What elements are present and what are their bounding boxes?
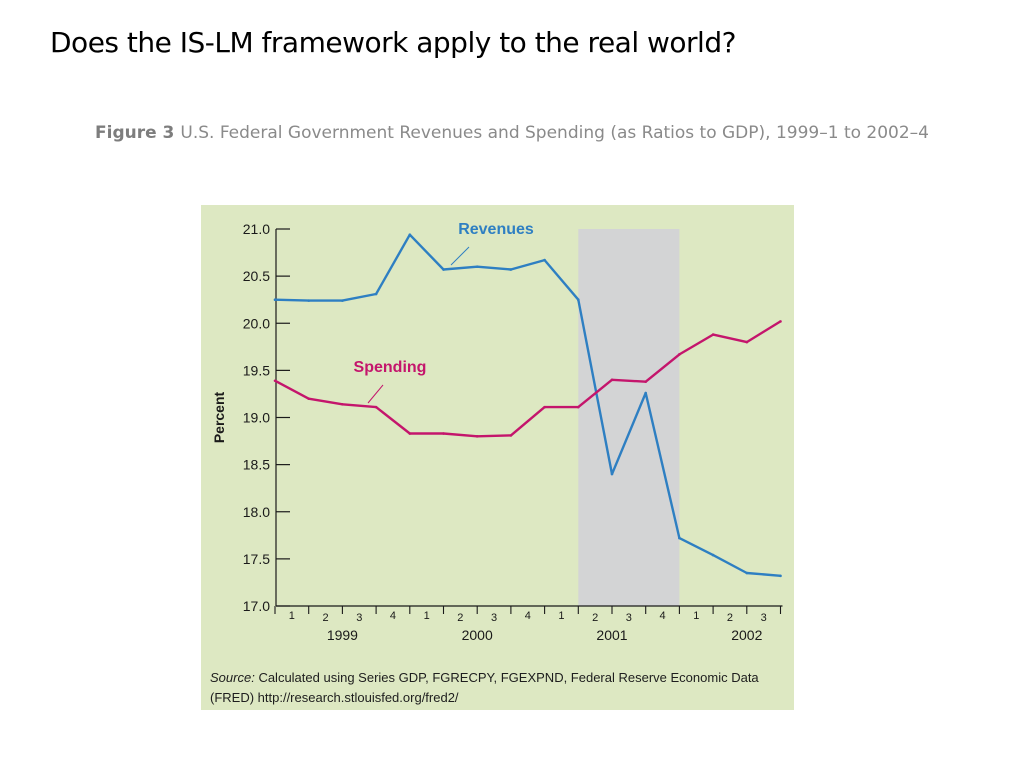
data-point-spending: [610, 378, 614, 382]
x-quarter-label: 3: [626, 612, 632, 624]
y-tick-label: 18.5: [243, 457, 270, 473]
data-point-revenues: [711, 553, 715, 557]
data-point-spending: [711, 333, 715, 336]
data-point-spending: [442, 432, 445, 435]
data-point-spending: [509, 434, 513, 437]
data-point-revenues: [307, 299, 310, 302]
y-tick-label: 18.0: [243, 504, 270, 520]
revenues-label-leader: [450, 246, 470, 266]
figure-caption: Figure 3 U.S. Federal Government Revenues…: [60, 122, 964, 144]
x-quarter-label: 2: [322, 612, 328, 624]
y-tick-label: 19.5: [243, 362, 270, 378]
x-quarter-label: 1: [424, 610, 430, 622]
data-point-revenues: [341, 299, 344, 302]
data-point-revenues: [475, 265, 479, 268]
data-point-spending: [341, 403, 344, 406]
y-axis-title: Percent: [211, 391, 227, 443]
y-tick-label: 20.0: [243, 315, 270, 331]
x-quarter-label: 4: [390, 610, 396, 622]
x-quarter-label: 1: [289, 610, 295, 622]
data-point-spending: [678, 353, 681, 356]
data-point-revenues: [745, 571, 749, 575]
data-point-spending: [644, 380, 647, 383]
data-point-revenues: [374, 292, 378, 296]
data-point-spending: [779, 320, 782, 323]
x-year-label: 1999: [327, 627, 358, 643]
panel-background: [201, 205, 794, 710]
figure-caption-text: U.S. Federal Government Revenues and Spe…: [180, 123, 929, 143]
y-tick-label: 17.0: [243, 598, 270, 614]
data-point-spending: [745, 340, 749, 344]
line-chart: 17.0 17.5 18.0 18.5 19.0 19.5 20.0 20.5 21.0 Perc…: [201, 205, 794, 710]
x-quarter-label: 3: [356, 612, 362, 624]
figure-panel: 17.0 17.5 18.0 18.5 19.0 19.5 20.0 20.5 21.0 Perc…: [201, 205, 794, 710]
data-point-revenues: [577, 298, 580, 301]
spending-label: Spending: [354, 359, 427, 376]
x-quarter-label: 4: [525, 610, 531, 622]
data-point-spending: [307, 397, 310, 400]
x-quarter-label: 2: [592, 612, 598, 624]
x-quarter-label: 1: [558, 610, 564, 622]
data-point-spending: [374, 405, 378, 409]
source-label: Source:: [210, 670, 255, 685]
x-quarter-label: 4: [659, 610, 665, 622]
data-point-revenues: [408, 233, 412, 236]
y-tick-label: 19.0: [243, 410, 270, 426]
data-point-revenues: [610, 472, 614, 476]
x-quarter-label: 1: [693, 610, 699, 622]
y-tick-label: 20.5: [243, 268, 270, 284]
data-point-revenues: [644, 391, 647, 395]
slide-title: Does the IS-LM framework apply to the re…: [50, 26, 736, 59]
data-point-revenues: [442, 268, 445, 271]
data-point-revenues: [678, 536, 681, 540]
data-point-revenues: [779, 574, 782, 578]
data-point-spending: [543, 405, 546, 409]
series-line-revenues: [274, 233, 781, 577]
x-quarter-label: 2: [727, 612, 733, 624]
source-text: Calculated using Series GDP, FGRECPY, FG…: [210, 670, 759, 705]
data-point-spending: [577, 405, 580, 409]
recession-shading: [578, 229, 680, 606]
x-quarter-label: 3: [761, 612, 767, 624]
figure-label: Figure 3: [95, 123, 175, 143]
series-line-spending: [274, 320, 782, 438]
revenues-label: Revenues: [458, 221, 534, 238]
data-point-spending: [408, 432, 412, 435]
data-point-spending: [475, 435, 479, 438]
y-tick-label: 21.0: [243, 221, 270, 237]
x-year-label: 2000: [462, 627, 493, 643]
x-year-label: 2002: [731, 627, 762, 643]
data-point-revenues: [543, 258, 546, 262]
x-quarter-label: 3: [491, 612, 497, 624]
source-note: Source: Calculated using Series GDP, FGR…: [210, 668, 790, 708]
y-tick-label: 17.5: [243, 551, 270, 567]
data-point-revenues: [509, 268, 513, 271]
data-point-spending: [273, 379, 277, 383]
x-year-label: 2001: [596, 627, 627, 643]
data-point-revenues: [273, 298, 277, 301]
x-quarter-label: 2: [457, 612, 463, 624]
spending-label-leader: [367, 384, 384, 404]
